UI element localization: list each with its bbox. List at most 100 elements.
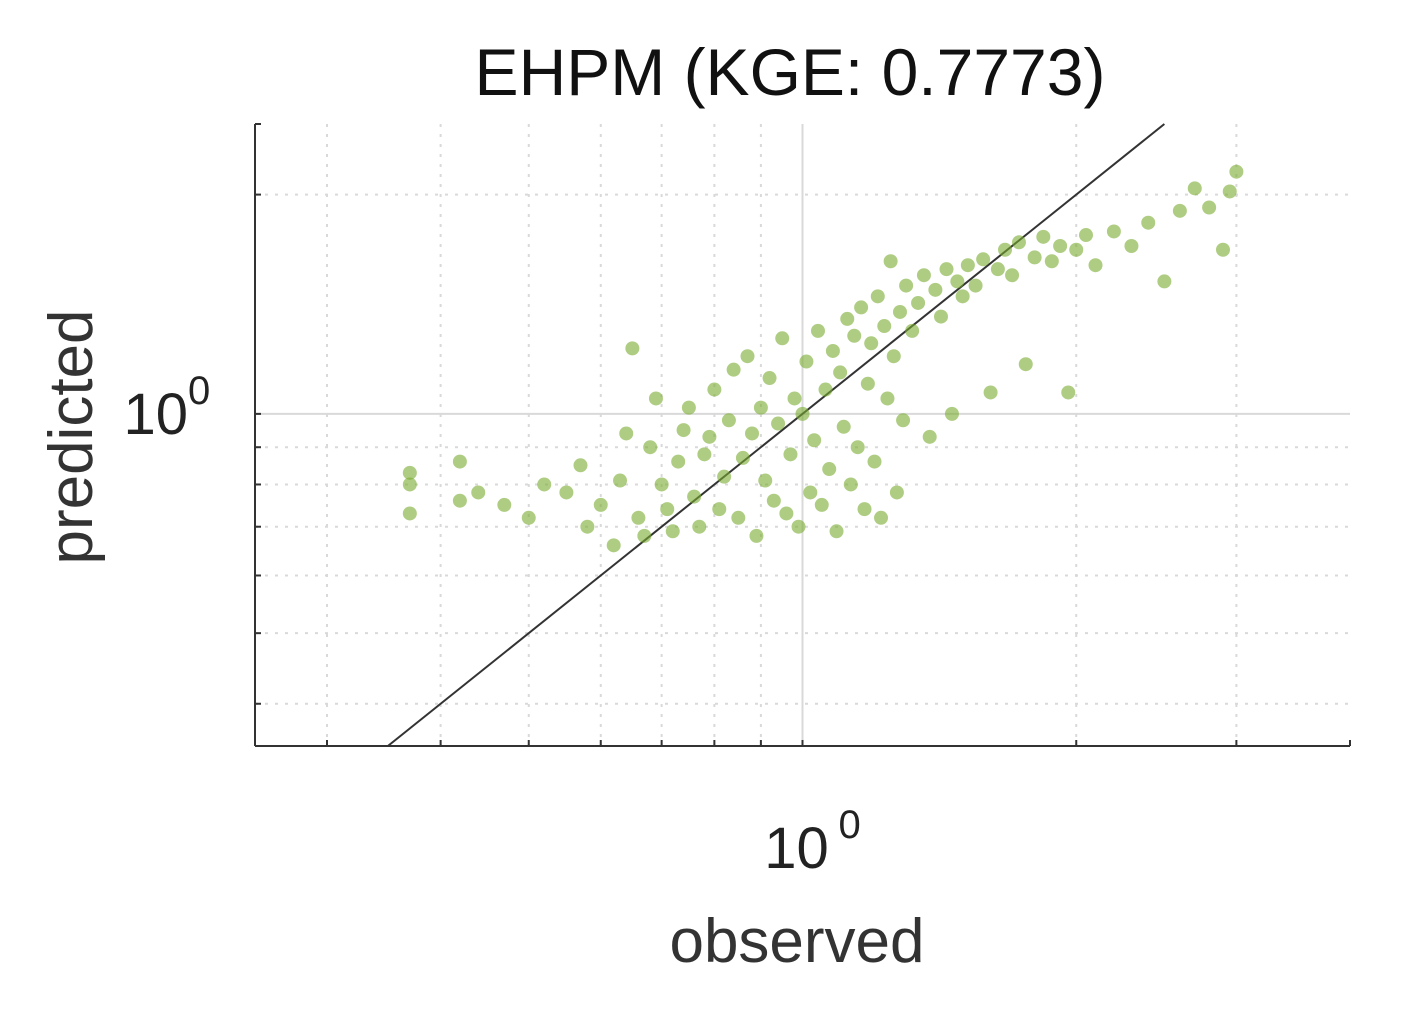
data-point: [537, 477, 552, 492]
data-point: [1069, 242, 1084, 257]
data-point: [637, 528, 652, 543]
data-point: [825, 343, 840, 358]
data-point: [1141, 215, 1156, 230]
data-point: [775, 331, 790, 346]
data-point: [822, 462, 837, 477]
data-point: [1124, 239, 1139, 254]
data-point: [731, 510, 746, 525]
reference-line-1to1: [387, 123, 1166, 747]
data-point: [854, 300, 869, 315]
data-point: [1036, 229, 1051, 244]
data-point: [1187, 181, 1202, 196]
data-point: [998, 242, 1013, 257]
data-point: [905, 323, 920, 338]
data-point: [471, 485, 486, 500]
data-point: [735, 450, 750, 465]
data-point: [402, 506, 417, 521]
data-point: [687, 489, 702, 504]
data-point: [874, 510, 889, 525]
data-point: [631, 510, 646, 525]
data-point: [707, 382, 722, 397]
data-point: [990, 262, 1005, 277]
data-point: [613, 473, 628, 488]
data-point: [783, 447, 798, 462]
data-point: [1202, 200, 1217, 215]
data-point: [955, 289, 970, 304]
data-point: [829, 524, 844, 539]
data-point: [402, 477, 417, 492]
data-point: [762, 371, 777, 386]
data-point: [803, 485, 818, 500]
data-point: [1157, 274, 1172, 289]
data-point: [717, 469, 732, 484]
chart-title: EHPM (KGE: 0.7773): [475, 35, 1106, 109]
data-point: [799, 354, 814, 369]
data-point: [795, 406, 810, 421]
data-point: [1088, 258, 1103, 273]
data-point: [889, 485, 904, 500]
data-point: [654, 477, 669, 492]
data-point: [1053, 239, 1068, 254]
data-point: [911, 295, 926, 310]
data-point: [883, 254, 898, 269]
data-point: [1172, 203, 1187, 218]
data-point: [968, 278, 983, 293]
data-point: [814, 497, 829, 512]
data-point: [886, 349, 901, 364]
data-point: [573, 458, 588, 473]
data-point: [928, 282, 943, 297]
data-point: [810, 323, 825, 338]
data-point: [712, 502, 727, 517]
data-point: [681, 400, 696, 415]
data-point: [867, 454, 882, 469]
data-point: [402, 465, 417, 480]
data-point: [749, 528, 764, 543]
data-point: [896, 413, 911, 428]
data-point: [877, 319, 892, 334]
data-point: [1027, 250, 1042, 265]
data-point: [840, 311, 855, 326]
data-point: [847, 328, 862, 343]
data-point: [779, 506, 794, 521]
data-point: [648, 391, 663, 406]
data-point: [1018, 357, 1033, 372]
data-point: [818, 382, 833, 397]
axes: [254, 123, 1351, 747]
data-point: [676, 423, 691, 438]
tick-labels: 10 010 0: [123, 369, 860, 881]
data-point: [753, 400, 768, 415]
data-point: [697, 447, 712, 462]
data-point: [833, 365, 848, 380]
data-point: [864, 336, 879, 351]
data-point: [452, 493, 467, 508]
data-point: [692, 519, 707, 534]
data-point: [593, 497, 608, 512]
data-point: [939, 262, 954, 277]
data-point: [933, 309, 948, 324]
data-point: [960, 258, 975, 273]
data-point: [726, 362, 741, 377]
data-point: [1044, 254, 1059, 269]
data-point: [892, 304, 907, 319]
y-tick-label-exponent: 0: [188, 369, 210, 413]
data-point: [850, 440, 865, 455]
data-point: [843, 477, 858, 492]
data-point: [1005, 268, 1020, 283]
data-point: [740, 349, 755, 364]
data-point: [922, 429, 937, 444]
data-point: [976, 252, 991, 267]
data-point: [606, 538, 621, 553]
data-point: [452, 454, 467, 469]
data-point: [880, 391, 895, 406]
data-point: [671, 454, 686, 469]
data-point: [643, 440, 658, 455]
data-point: [1079, 228, 1094, 243]
data-point: [944, 406, 959, 421]
data-point: [521, 510, 536, 525]
data-point: [758, 473, 773, 488]
data-points: [402, 164, 1244, 553]
data-point: [860, 376, 875, 391]
data-point: [807, 433, 822, 448]
data-point: [836, 419, 851, 434]
data-point: [1222, 184, 1237, 199]
